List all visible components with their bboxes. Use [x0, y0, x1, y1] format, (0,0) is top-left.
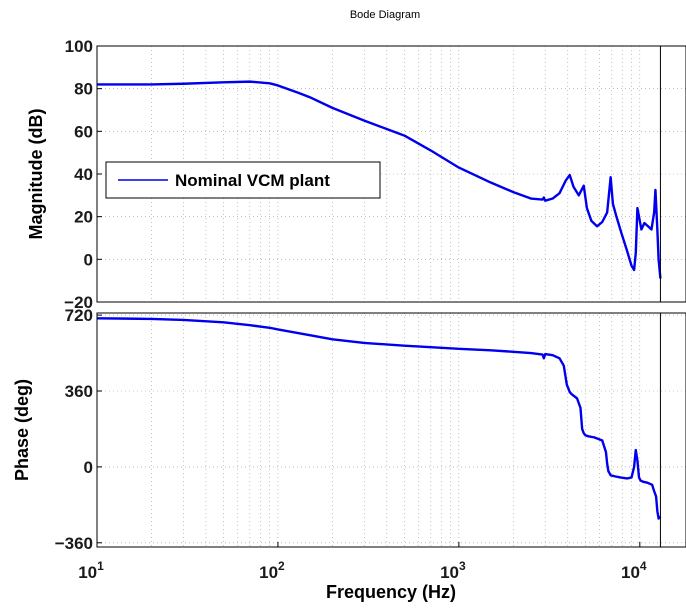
magnitude-y-label: Magnitude (dB) [26, 109, 46, 240]
x-ticks: 101 102 103 104 [78, 542, 647, 582]
magnitude-y-ticks: −20 0 20 40 60 80 100 [64, 37, 102, 312]
phase-axes-box [96, 312, 686, 548]
phase-plot-area [97, 313, 686, 547]
magnitude-y-tick-label: 0 [84, 250, 93, 269]
phase-y-tick-label: −360 [55, 534, 93, 553]
magnitude-y-tick-label: 80 [74, 80, 93, 99]
phase-panel: −360 0 360 720 Phase (deg) [12, 306, 686, 553]
magnitude-y-tick-label: 100 [65, 37, 93, 56]
legend: Nominal VCM plant [105, 161, 381, 199]
x-tick-label: 104 [621, 559, 647, 582]
magnitude-y-tick-label: 60 [74, 122, 93, 141]
phase-y-ticks: −360 0 360 720 [55, 306, 102, 553]
magnitude-panel: −20 0 20 40 60 80 100 Magnitude (dB) Nominal V… [26, 37, 686, 312]
legend-label: Nominal VCM plant [175, 171, 330, 190]
magnitude-y-tick-label: 20 [74, 208, 93, 227]
phase-y-tick-label: 360 [65, 382, 93, 401]
phase-y-label: Phase (deg) [12, 379, 32, 481]
x-tick-label: 103 [440, 559, 466, 582]
x-tick-label: 101 [78, 559, 104, 582]
phase-series-line [96, 317, 662, 520]
x-tick-label: 102 [259, 559, 285, 582]
magnitude-y-tick-label: 40 [74, 165, 93, 184]
magnitude-series [97, 80, 662, 279]
magnitude-y-tick-label: −20 [64, 293, 93, 312]
chart-title: Bode Diagram [350, 9, 420, 21]
x-axis-label: Frequency (Hz) [326, 582, 456, 602]
phase-y-tick-label: 720 [65, 306, 93, 325]
phase-y-tick-label: 0 [84, 458, 93, 477]
magnitude-series-line [97, 80, 662, 279]
phase-series [96, 317, 662, 520]
